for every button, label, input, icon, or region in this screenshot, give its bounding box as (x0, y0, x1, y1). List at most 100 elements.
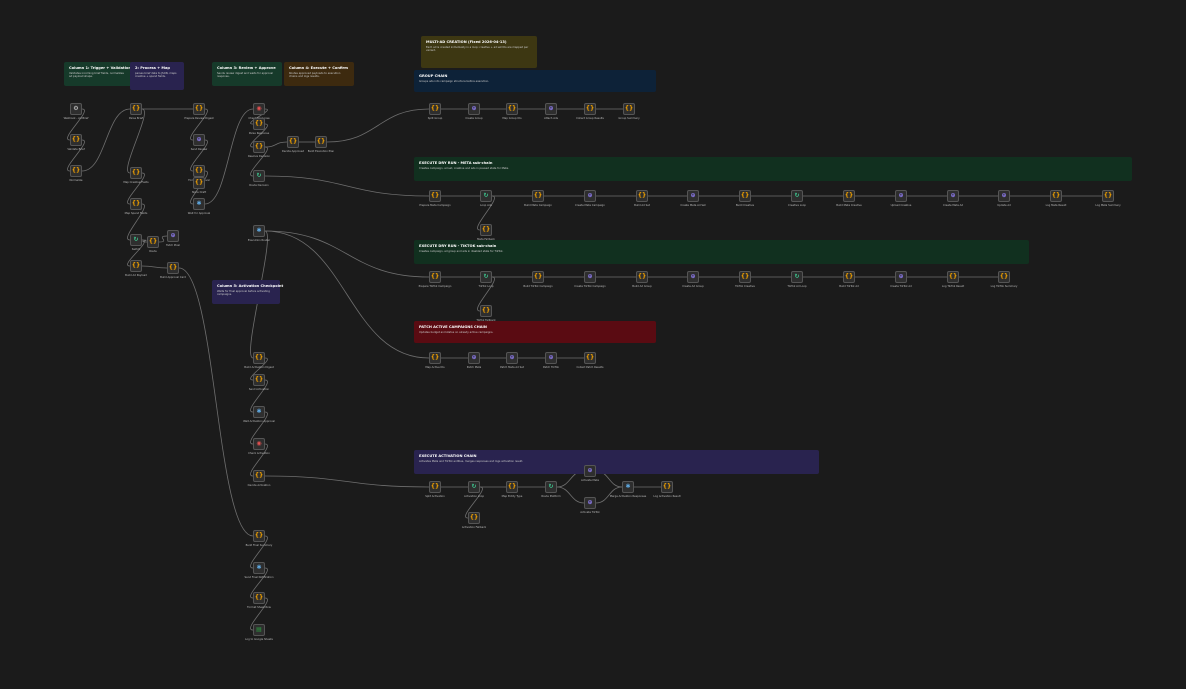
workflow-node-z1[interactable]: {} (253, 530, 265, 542)
sticky-note-activation[interactable]: EXECUTE ACTIVATION CHAIN Activates Meta a… (414, 450, 819, 474)
sticky-note-col2[interactable]: 2: Process + Map parses brief data to JSO… (130, 62, 184, 90)
workflow-node-n18[interactable]: {} (253, 118, 265, 130)
connection-n6-n7[interactable] (127, 203, 145, 241)
connection-n8-n10[interactable] (158, 235, 168, 243)
workflow-node-m10[interactable]: ⊕ (895, 190, 907, 202)
connection-n18-n19[interactable] (250, 123, 268, 148)
connection-n4-n5[interactable] (127, 108, 145, 174)
workflow-node-n15[interactable]: {} (193, 177, 205, 189)
workflow-node-a7[interactable]: ✱ (622, 481, 634, 493)
connection-n12-n13[interactable] (190, 108, 208, 141)
workflow-node-n2[interactable]: {} (70, 134, 82, 146)
workflow-node-n6[interactable]: {} (130, 198, 142, 210)
connection-a2-a9[interactable] (465, 486, 483, 519)
workflow-node-p3[interactable]: ⊕ (506, 352, 518, 364)
workflow-node-g5[interactable]: {} (584, 103, 596, 115)
workflow-node-g1[interactable]: {} (429, 103, 441, 115)
workflow-node-g6[interactable]: {} (623, 103, 635, 115)
connection-z1-z2[interactable] (250, 535, 268, 569)
connection-n1-n2[interactable] (67, 108, 85, 141)
connection-n9-n11[interactable] (141, 265, 168, 269)
workflow-node-g4[interactable]: ⊕ (545, 103, 557, 115)
workflow-node-a4[interactable]: ↻ (545, 481, 557, 493)
workflow-node-c5[interactable]: {} (253, 470, 265, 482)
workflow-node-t12[interactable]: {} (998, 271, 1010, 283)
workflow-node-z2[interactable]: ✱ (253, 562, 265, 574)
connection-n2-n3[interactable] (67, 139, 85, 172)
sticky-note-col1[interactable]: Column 1: Trigger + Validation Validates … (64, 62, 132, 86)
connection-n13-n14[interactable] (190, 139, 208, 172)
workflow-node-m9[interactable]: {} (843, 190, 855, 202)
connection-c4-c5[interactable] (250, 443, 268, 477)
workflow-node-t9[interactable]: {} (843, 271, 855, 283)
connection-c3-c4[interactable] (250, 411, 268, 445)
connection-n23-t1[interactable] (264, 230, 430, 278)
workflow-node-t6[interactable]: ⊕ (687, 271, 699, 283)
connection-n16-n17[interactable] (204, 108, 254, 205)
workflow-node-m7[interactable]: {} (739, 190, 751, 202)
workflow-node-n12[interactable]: {} (193, 103, 205, 115)
workflow-node-n5[interactable]: {} (130, 167, 142, 179)
connection-c5-a1[interactable] (264, 475, 430, 488)
sticky-note-multi[interactable]: MULTI-AD CREATION (Fixed 2026-04-13) Each… (421, 36, 537, 68)
connection-z3-z4[interactable] (250, 597, 268, 631)
connection-z2-z3[interactable] (250, 567, 268, 599)
workflow-node-n21[interactable]: {} (287, 136, 299, 148)
sticky-note-patch[interactable]: PATCH ACTIVE CAMPAIGNS CHAIN Updates budg… (414, 321, 656, 343)
workflow-node-n11[interactable]: {} (167, 262, 179, 274)
workflow-node-n13[interactable]: ⊕ (193, 134, 205, 146)
workflow-node-a2[interactable]: ↻ (468, 481, 480, 493)
workflow-node-n23[interactable]: ✱ (253, 225, 265, 237)
workflow-node-n9[interactable]: {} (130, 260, 142, 272)
connection-t2-t13[interactable] (477, 276, 495, 312)
workflow-node-g3[interactable]: {} (506, 103, 518, 115)
workflow-node-c4[interactable]: ◉ (253, 438, 265, 450)
workflow-node-n3[interactable]: {} (70, 165, 82, 177)
workflow-node-m11[interactable]: ⊕ (947, 190, 959, 202)
workflow-node-m14[interactable]: {} (1102, 190, 1114, 202)
connection-m2-m15[interactable] (477, 195, 495, 231)
workflow-node-t3[interactable]: {} (532, 271, 544, 283)
workflow-node-c2[interactable]: {} (253, 374, 265, 386)
sticky-note-tiktok[interactable]: EXECUTE DRY RUN - TIKTOK sub-chain Create… (414, 240, 1029, 264)
workflow-node-t11[interactable]: {} (947, 271, 959, 283)
workflow-node-c1[interactable]: {} (253, 352, 265, 364)
workflow-node-a1[interactable]: {} (429, 481, 441, 493)
workflow-node-n17[interactable]: ◉ (253, 103, 265, 115)
workflow-node-t7[interactable]: {} (739, 271, 751, 283)
workflow-node-n14[interactable]: {} (193, 165, 205, 177)
workflow-node-t13[interactable]: {} (480, 305, 492, 317)
workflow-node-n16[interactable]: ✱ (193, 198, 205, 210)
connection-n17-n18[interactable] (250, 108, 268, 125)
workflow-node-n8[interactable]: {} (147, 236, 159, 248)
workflow-node-c3[interactable]: ✱ (253, 406, 265, 418)
connection-c2-c3[interactable] (250, 379, 268, 413)
connection-n20-m1[interactable] (264, 175, 430, 197)
connection-a4-a6[interactable] (556, 486, 585, 504)
workflow-node-t8[interactable]: ↻ (791, 271, 803, 283)
workflow-node-a8[interactable]: {} (661, 481, 673, 493)
workflow-node-t4[interactable]: ⊕ (584, 271, 596, 283)
sticky-note-col5[interactable]: Column 5: Activation Checkpoint Waits for… (212, 280, 283, 304)
connection-n19-n20[interactable] (250, 146, 268, 177)
workflow-node-m12[interactable]: ⊕ (998, 190, 1010, 202)
workflow-node-n19[interactable]: {} (253, 141, 265, 153)
connection-n3-n4[interactable] (81, 108, 131, 172)
sticky-note-meta[interactable]: EXECUTE DRY RUN - META sub-chain Creates … (414, 157, 1132, 181)
workflow-node-t5[interactable]: {} (636, 271, 648, 283)
workflow-node-m2[interactable]: ↻ (480, 190, 492, 202)
workflow-node-n1[interactable]: ⚙ (70, 103, 82, 115)
workflow-node-g2[interactable]: ⊕ (468, 103, 480, 115)
workflow-node-m15[interactable]: {} (480, 224, 492, 236)
workflow-node-n10[interactable]: ⊕ (167, 230, 179, 242)
workflow-node-p1[interactable]: {} (429, 352, 441, 364)
workflow-node-z3[interactable]: {} (253, 592, 265, 604)
workflow-node-m1[interactable]: {} (429, 190, 441, 202)
workflow-node-p4[interactable]: ⊕ (545, 352, 557, 364)
workflow-node-a5[interactable]: ⊕ (584, 465, 596, 477)
workflow-node-m8[interactable]: ↻ (791, 190, 803, 202)
connection-n23-p1[interactable] (264, 230, 430, 359)
workflow-node-t1[interactable]: {} (429, 271, 441, 283)
workflow-node-a9[interactable]: {} (468, 512, 480, 524)
connection-n5-n6[interactable] (127, 172, 145, 205)
